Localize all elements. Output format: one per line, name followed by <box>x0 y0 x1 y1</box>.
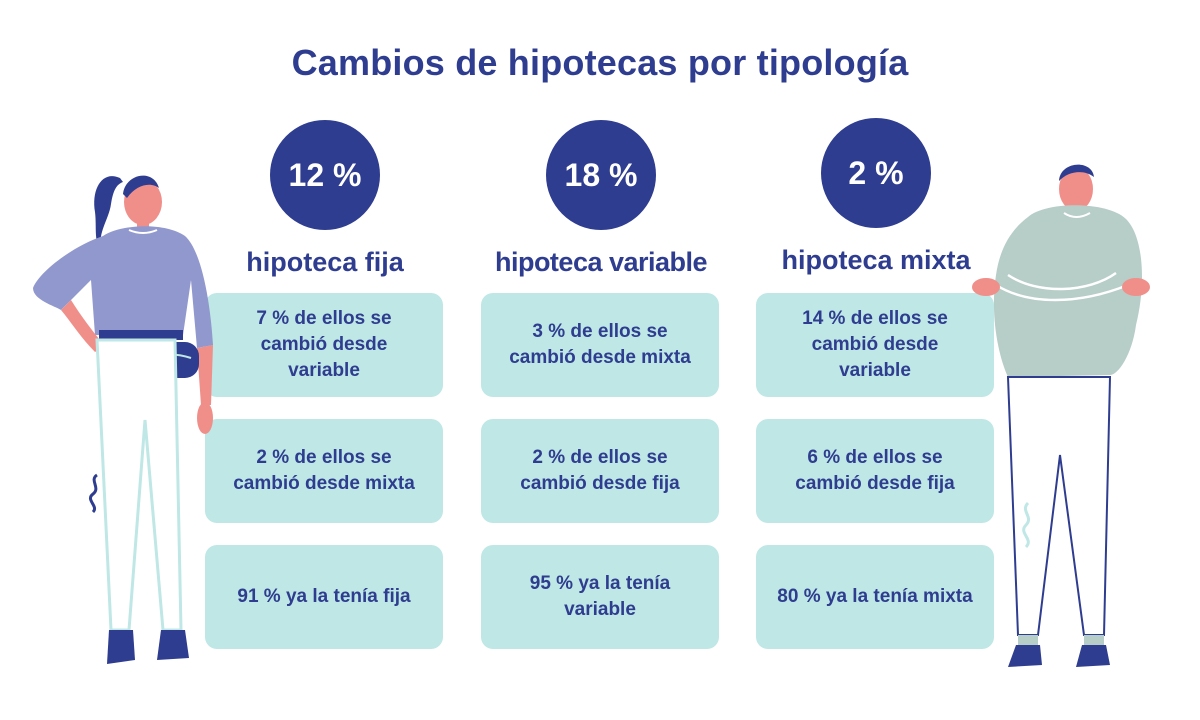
page-title: Cambios de hipotecas por tipología <box>291 42 909 83</box>
mortgage-type-label: hipoteca variable <box>494 247 708 277</box>
column-hipoteca-variable: 18 % hipoteca variable 3 % de ellos se c… <box>481 120 721 649</box>
mortgage-type-label: hipoteca fija <box>246 247 404 277</box>
column-hipoteca-mixta: 2 % hipoteca mixta 14 % de ellos se camb… <box>756 118 996 649</box>
info-box: 80 % ya la tenía mixta <box>756 545 994 649</box>
box-stack: 3 % de ellos se cambió desde mixta 2 % d… <box>481 293 721 671</box>
info-box: 3 % de ellos se cambió desde mixta <box>481 293 719 397</box>
column-hipoteca-fija: 12 % hipoteca fija 7 % de ellos se cambi… <box>205 120 445 649</box>
info-box: 91 % ya la tenía fija <box>205 545 443 649</box>
percent-circle: 18 % <box>546 120 656 230</box>
info-box: 6 % de ellos se cambió desde fija <box>756 419 994 523</box>
percent-circle: 12 % <box>270 120 380 230</box>
box-stack: 7 % de ellos se cambió desde variable 2 … <box>205 293 445 671</box>
man-figure-illustration <box>972 164 1150 667</box>
info-box: 14 % de ellos se cambió desde variable <box>756 293 994 397</box>
mortgage-type-label: hipoteca mixta <box>781 245 971 275</box>
box-stack: 14 % de ellos se cambió desde variable 6… <box>756 293 996 671</box>
info-box: 95 % ya la tenía variable <box>481 545 719 649</box>
percent-circle: 2 % <box>821 118 931 228</box>
woman-figure-illustration <box>33 175 213 664</box>
info-box: 2 % de ellos se cambió desde fija <box>481 419 719 523</box>
info-box: 7 % de ellos se cambió desde variable <box>205 293 443 397</box>
info-box: 2 % de ellos se cambió desde mixta <box>205 419 443 523</box>
